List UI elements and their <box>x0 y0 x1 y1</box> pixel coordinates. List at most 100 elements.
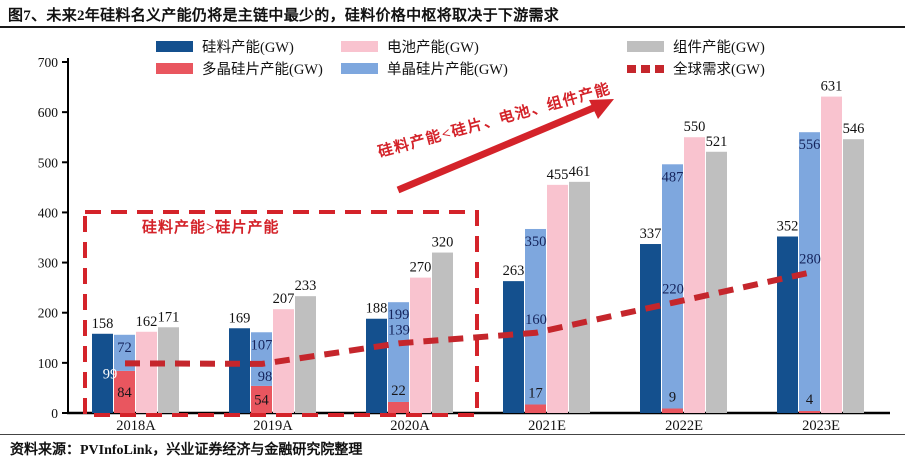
bar-multi-wafer-capacity-2021E <box>525 404 546 413</box>
bar-module-capacity-2022E <box>706 151 727 413</box>
label-global-demand-2023E: 280 <box>799 252 821 268</box>
y-tick-label: 100 <box>38 356 59 371</box>
label-global-demand-2021E: 160 <box>525 312 547 328</box>
y-tick-label: 0 <box>51 406 58 421</box>
legend-item-multi-wafer-capacity: 多晶硅片产能(GW) <box>156 58 323 79</box>
legend-item-poly-silicon-capacity: 硅料产能(GW) <box>156 36 294 57</box>
bar-multi-wafer-capacity-2019A <box>251 385 272 413</box>
bar-multi-wafer-capacity-2018A <box>114 370 135 413</box>
label-global-demand-2019A: 98 <box>258 369 273 385</box>
y-tick-label: 200 <box>38 306 59 321</box>
bar-module-capacity-2021E <box>569 181 590 413</box>
label-multi-wafer-capacity-2021E: 17 <box>528 385 543 401</box>
bar-mono-wafer-capacity-2022E <box>662 164 683 409</box>
bar-mono-wafer-capacity-2023E <box>799 132 820 411</box>
label-cell-capacity-2023E: 631 <box>821 79 843 95</box>
y-tick-label: 600 <box>38 105 59 120</box>
x-axis-label: 2022E <box>665 418 703 434</box>
label-mono-wafer-capacity-2018A: 72 <box>117 340 132 356</box>
bar-cell-capacity-2023E <box>821 96 842 413</box>
label-poly-silicon-capacity-2023E: 352 <box>777 218 799 234</box>
label-mono-wafer-capacity-2020A: 199 <box>388 307 410 323</box>
label-module-capacity-2022E: 521 <box>706 134 728 150</box>
bar-cell-capacity-2021E <box>547 184 568 413</box>
label-cell-capacity-2020A: 270 <box>410 260 432 276</box>
bar-module-capacity-2023E <box>843 139 864 413</box>
label-poly-silicon-capacity-2021E: 263 <box>503 263 525 279</box>
bar-multi-wafer-capacity-2020A <box>388 401 409 413</box>
label-poly-silicon-capacity-2020A: 188 <box>366 301 388 317</box>
legend-label: 电池产能(GW) <box>387 40 479 56</box>
bar-module-capacity-2018A <box>158 327 179 413</box>
bar-multi-wafer-capacity-2023E <box>799 410 820 413</box>
label-poly-silicon-capacity-2022E: 337 <box>640 226 662 242</box>
legend-label: 单晶硅片产能(GW) <box>387 62 508 78</box>
label-cell-capacity-2019A: 207 <box>273 291 295 307</box>
label-mono-wafer-capacity-2021E: 350 <box>525 234 547 250</box>
legend-item-module-capacity: 组件产能(GW) <box>627 36 765 57</box>
x-axis-label: 2023E <box>802 418 840 434</box>
label-multi-wafer-capacity-2022E: 9 <box>669 389 676 405</box>
label-multi-wafer-capacity-2023E: 4 <box>806 392 814 408</box>
trend-arrow-head <box>589 99 614 119</box>
footer-divider <box>0 434 905 435</box>
label-global-demand-2022E: 220 <box>662 282 684 298</box>
label-cell-capacity-2018A: 162 <box>136 314 158 330</box>
bar-mono-wafer-capacity-2021E <box>525 228 546 405</box>
global-demand-line <box>124 269 811 367</box>
y-tick-label: 500 <box>38 155 59 170</box>
label-module-capacity-2019A: 233 <box>295 278 317 294</box>
legend-item-cell-capacity: 电池产能(GW) <box>341 36 479 57</box>
legend-label: 硅料产能(GW) <box>202 40 294 56</box>
bar-multi-wafer-capacity-2022E <box>662 408 683 413</box>
trend-arrow-shaft <box>396 102 600 194</box>
bar-poly-silicon-capacity-2021E <box>503 281 524 413</box>
x-axis-label: 2019A <box>253 418 293 434</box>
bar-cell-capacity-2022E <box>684 137 705 413</box>
label-cell-capacity-2021E: 455 <box>547 167 569 183</box>
title-divider <box>0 26 905 28</box>
bar-module-capacity-2020A <box>432 252 453 413</box>
label-multi-wafer-capacity-2020A: 22 <box>391 383 406 399</box>
label-mono-wafer-capacity-2022E: 487 <box>662 169 684 185</box>
bar-cell-capacity-2018A <box>136 331 157 413</box>
label-poly-silicon-capacity-2019A: 169 <box>229 310 251 326</box>
source-line: 资料来源：PVInfoLink，兴业证券经济与金融研究院整理 <box>10 443 363 458</box>
label-mono-wafer-capacity-2019A: 107 <box>251 337 273 353</box>
bar-poly-silicon-capacity-2019A <box>229 328 250 413</box>
cell-capacity-swatch <box>341 41 378 52</box>
y-tick-label: 700 <box>38 55 59 70</box>
label-multi-wafer-capacity-2018A: 84 <box>117 385 132 401</box>
x-axis-label: 2018A <box>116 418 156 434</box>
label-module-capacity-2021E: 461 <box>569 164 591 180</box>
legend: 硅料产能(GW) 多晶硅片产能(GW) 单晶硅片产能(GW) 电池产能(GW) 组件产能… <box>0 0 905 80</box>
legend-label: 全球需求(GW) <box>673 62 765 78</box>
global-demand-swatch <box>627 64 664 73</box>
bar-cell-capacity-2020A <box>410 277 431 413</box>
poly-silicon-capacity-swatch <box>156 41 193 52</box>
y-tick-label: 400 <box>38 205 59 220</box>
label-mono-wafer-capacity-2023E: 556 <box>799 137 821 153</box>
module-capacity-swatch <box>627 41 664 52</box>
label-global-demand-2018A: 99 <box>103 366 118 382</box>
bar-poly-silicon-capacity-2020A <box>366 318 387 413</box>
legend-label: 多晶硅片产能(GW) <box>202 62 323 78</box>
bar-poly-silicon-capacity-2018A <box>92 333 113 413</box>
label-module-capacity-2020A: 320 <box>432 235 454 251</box>
y-tick-label: 300 <box>38 256 59 271</box>
annotation-dashed-box <box>83 210 479 417</box>
legend-item-global-demand: 全球需求(GW) <box>627 58 765 79</box>
bar-poly-silicon-capacity-2022E <box>640 244 661 413</box>
x-axis-label: 2020A <box>390 418 430 434</box>
label-multi-wafer-capacity-2019A: 54 <box>254 392 269 408</box>
annotation-box-label: 硅料产能>硅片产能 <box>142 220 280 236</box>
bar-mono-wafer-capacity-2019A <box>251 332 272 386</box>
bar-mono-wafer-capacity-2020A <box>388 302 409 402</box>
legend-label: 组件产能(GW) <box>673 40 765 56</box>
bar-poly-silicon-capacity-2023E <box>777 236 798 413</box>
x-axis-label: 2021E <box>528 418 566 434</box>
chart-title: 图7、未来2年硅料名义产能仍将是主链中最少的，硅料价格中枢将取决于下游需求 <box>8 8 560 24</box>
label-global-demand-2020A: 139 <box>388 322 410 338</box>
